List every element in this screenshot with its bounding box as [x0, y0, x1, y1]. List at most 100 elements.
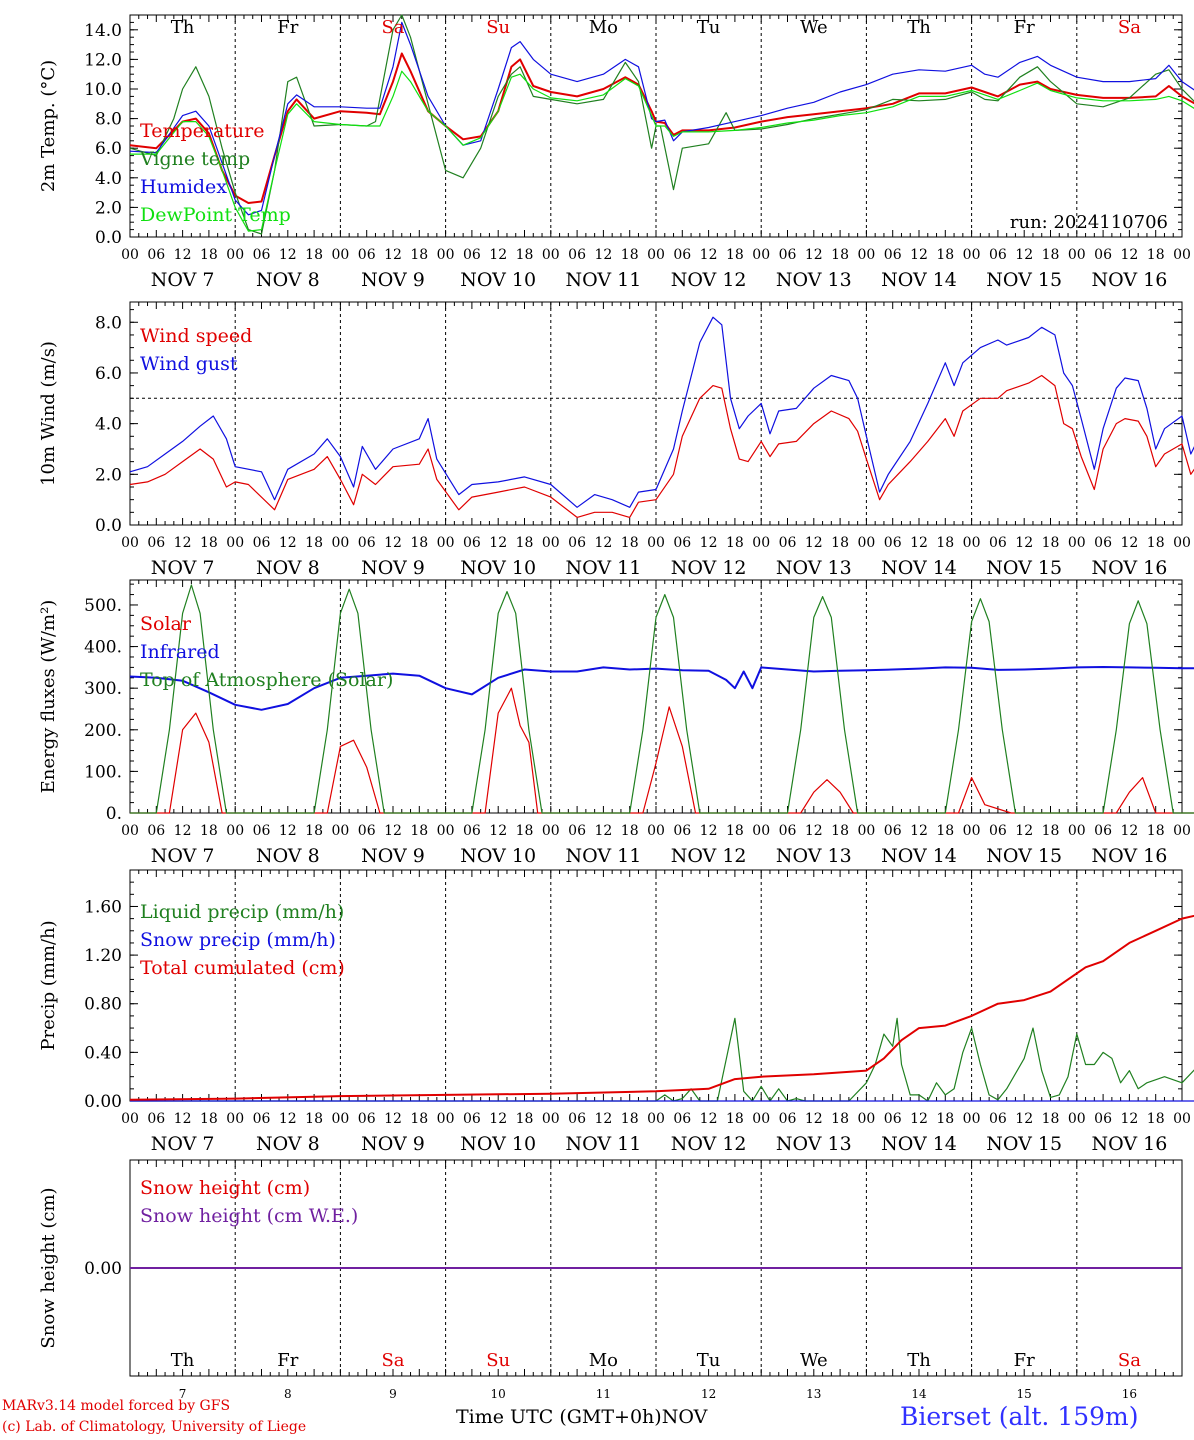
x-hour-label: 12 [910, 535, 928, 551]
x-hour-label: 18 [1147, 1111, 1165, 1127]
y-tick-label: 100. [84, 762, 122, 782]
y-tick-label: 4.0 [95, 415, 122, 435]
panel-2 [129, 301, 1194, 526]
x-hour-label: 18 [200, 535, 218, 551]
x-hour-label: 06 [989, 535, 1007, 551]
y-tick-label: 0.0 [95, 228, 122, 248]
x-hour-label: 12 [1120, 535, 1138, 551]
x-hour-label: 18 [1042, 535, 1060, 551]
legend-entry: Infrared [140, 641, 220, 663]
x-day-label: NOV 14 [881, 1133, 957, 1155]
x-hour-label: 18 [726, 247, 744, 263]
x-hour-label: 18 [1147, 823, 1165, 839]
x-hour-label: 18 [621, 535, 639, 551]
weekday-label: We [800, 1350, 828, 1371]
x-hour-label: 00 [437, 1111, 455, 1127]
legend-entry: Temperature [140, 120, 264, 142]
y-axis-label: 10m Wind (m/s) [38, 341, 59, 486]
x-hour-label: 06 [463, 247, 481, 263]
x-hour-label: 12 [489, 823, 507, 839]
weekday-label: Th [907, 17, 931, 38]
x-hour-label: 00 [963, 1111, 981, 1127]
x-day-label: NOV 10 [460, 1133, 536, 1155]
x-hour-label: 12 [805, 1111, 823, 1127]
x-day-label: NOV 11 [565, 845, 641, 867]
x-day-label: NOV 9 [361, 269, 425, 291]
x-hour-label: 18 [410, 823, 428, 839]
x-hour-label: 06 [147, 823, 165, 839]
x-hour-label: 18 [936, 1111, 954, 1127]
x-hour-label: 06 [358, 247, 376, 263]
x-hour-label: 00 [542, 823, 560, 839]
x-day-label: NOV 15 [986, 557, 1062, 579]
x-hour-label: 18 [726, 823, 744, 839]
day-number-label: 13 [806, 1387, 821, 1401]
x-hour-label: 06 [147, 247, 165, 263]
x-hour-label: 00 [1068, 247, 1086, 263]
x-day-label: NOV 13 [776, 1133, 852, 1155]
series-line-vigne-temp [129, 14, 1194, 235]
x-day-label: NOV 7 [151, 1133, 215, 1155]
series-line-humidex [129, 21, 1194, 216]
weekday-label: Th [171, 1350, 195, 1371]
x-day-label: NOV 9 [361, 1133, 425, 1155]
x-hour-label: 12 [384, 247, 402, 263]
x-hour-label: 00 [752, 247, 770, 263]
day-number-label: 9 [389, 1387, 397, 1401]
x-day-label: NOV 7 [151, 269, 215, 291]
x-hour-label: 12 [1120, 247, 1138, 263]
x-hour-label: 18 [1147, 535, 1165, 551]
x-hour-label: 06 [1094, 535, 1112, 551]
x-hour-label: 00 [1068, 535, 1086, 551]
legend-entry: Vigne temp [139, 148, 250, 170]
x-hour-label: 18 [516, 247, 534, 263]
x-hour-label: 00 [963, 823, 981, 839]
x-hour-label: 00 [542, 247, 560, 263]
series-line-wind-gust [129, 316, 1194, 508]
weekday-label: Sa [381, 17, 404, 38]
weekday-label: Fr [277, 17, 298, 38]
weekday-label: Tu [697, 17, 721, 38]
x-hour-label: 00 [331, 1111, 349, 1127]
x-day-label: NOV 12 [671, 845, 747, 867]
x-day-label: NOV 8 [256, 557, 320, 579]
y-tick-label: 400. [84, 638, 122, 658]
x-hour-label: 00 [857, 535, 875, 551]
x-hour-label: 00 [752, 535, 770, 551]
x-hour-label: 12 [1015, 1111, 1033, 1127]
series-line-total-cumulated-cm- [129, 914, 1194, 1101]
x-hour-label: 12 [594, 535, 612, 551]
weekday-label: Tu [697, 1350, 721, 1371]
x-hour-label: 12 [174, 247, 192, 263]
x-hour-label: 00 [437, 247, 455, 263]
x-hour-label: 18 [305, 247, 323, 263]
x-hour-label: 00 [1068, 823, 1086, 839]
x-day-label: NOV 9 [361, 845, 425, 867]
x-hour-label: 12 [174, 535, 192, 551]
model-credit: MARv3.14 model forced by GFS [2, 1398, 231, 1414]
y-tick-label: 200. [84, 721, 122, 741]
x-hour-label: 18 [621, 247, 639, 263]
y-tick-label: 4.0 [95, 169, 122, 189]
x-hour-label: 18 [200, 1111, 218, 1127]
day-number-label: 15 [1017, 1387, 1032, 1401]
y-tick-label: 500. [84, 596, 122, 616]
lab-credit: (c) Lab. of Climatology, University of L… [2, 1419, 307, 1435]
x-hour-label: 06 [1094, 247, 1112, 263]
weekday-label: Sa [1118, 1350, 1141, 1371]
x-hour-label: 00 [857, 247, 875, 263]
x-hour-label: 18 [516, 1111, 534, 1127]
x-hour-label: 06 [253, 1111, 271, 1127]
x-hour-label: 06 [884, 1111, 902, 1127]
x-hour-label: 00 [647, 247, 665, 263]
x-day-label: NOV 11 [565, 1133, 641, 1155]
weekday-label: Th [907, 1350, 931, 1371]
y-tick-label: 0.00 [84, 1092, 122, 1112]
x-hour-label: 18 [936, 535, 954, 551]
x-hour-label: 06 [253, 823, 271, 839]
weekday-label: Fr [1014, 1350, 1035, 1371]
x-hour-label: 12 [700, 247, 718, 263]
weekday-label: Su [486, 1350, 510, 1371]
x-day-label: NOV 15 [986, 845, 1062, 867]
x-day-label: NOV 14 [881, 845, 957, 867]
